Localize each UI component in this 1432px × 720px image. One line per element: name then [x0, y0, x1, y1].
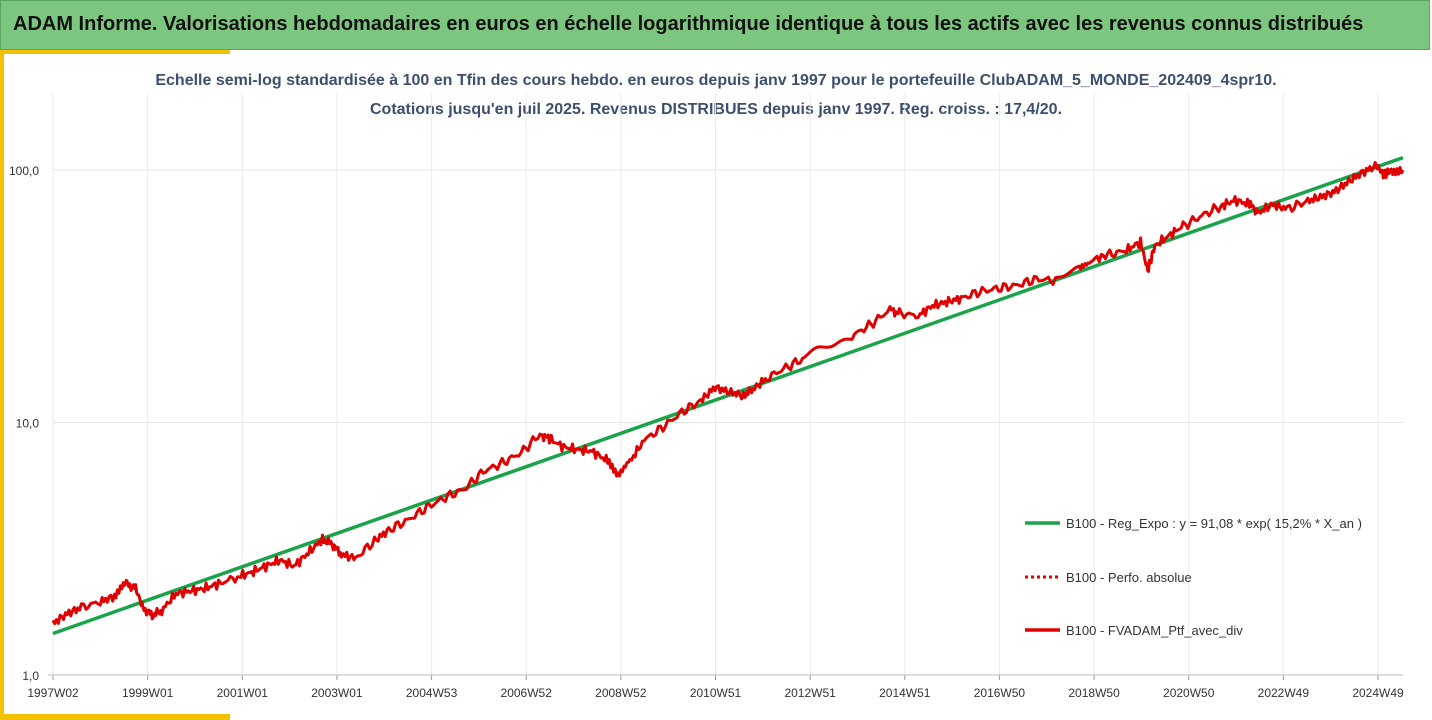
x-tick-label: 1999W01 [122, 686, 174, 700]
legend-label: B100 - Reg_Expo : y = 91,08 * exp( 15,2%… [1066, 516, 1362, 531]
x-tick-label: 2022W49 [1258, 686, 1310, 700]
grid [52, 93, 1403, 676]
accent-bar-bottom [0, 714, 230, 720]
accent-bar-top [0, 50, 230, 54]
x-tick-label: 2006W52 [501, 686, 553, 700]
y-tick-label: 100,0 [9, 164, 39, 178]
x-tick-label: 2012W51 [784, 686, 836, 700]
axes: 1997W02 1999W01 2001W01 2003W01 2004W53 2006W… [9, 164, 1404, 700]
regression-line [52, 155, 1404, 636]
series-layer [51, 155, 1405, 636]
header-title: ADAM Informe. Valorisations hebdomadaire… [13, 13, 1364, 35]
x-tick-label: 2016W50 [974, 686, 1026, 700]
legend-label: B100 - FVADAM_Ptf_avec_div [1066, 623, 1243, 638]
x-tick-label: 2004W53 [406, 686, 458, 700]
y-tick-label: 10,0 [16, 417, 40, 431]
portfolio-line [51, 161, 1405, 626]
x-tick-label: 2010W51 [690, 686, 742, 700]
x-tick-label: 1997W02 [27, 686, 79, 700]
x-tick-label: 2018W50 [1068, 686, 1120, 700]
x-tick-label: 2003W01 [311, 686, 363, 700]
legend: B100 - Reg_Expo : y = 91,08 * exp( 15,2%… [1025, 516, 1362, 638]
legend-label: B100 - Perfo. absolue [1066, 570, 1192, 585]
x-tick-label: 2001W01 [217, 686, 269, 700]
x-tick-label: 2014W51 [879, 686, 931, 700]
accent-bar-left [0, 50, 4, 720]
y-tick-label: 1,0 [22, 669, 39, 683]
header-banner: ADAM Informe. Valorisations hebdomadaire… [0, 0, 1430, 50]
x-tick-label: 2020W50 [1163, 686, 1215, 700]
x-tick-label: 2008W52 [595, 686, 647, 700]
x-tick-label: 2024W49 [1352, 686, 1404, 700]
chart-title-line1: Echelle semi-log standardisée à 100 en T… [155, 72, 1277, 89]
